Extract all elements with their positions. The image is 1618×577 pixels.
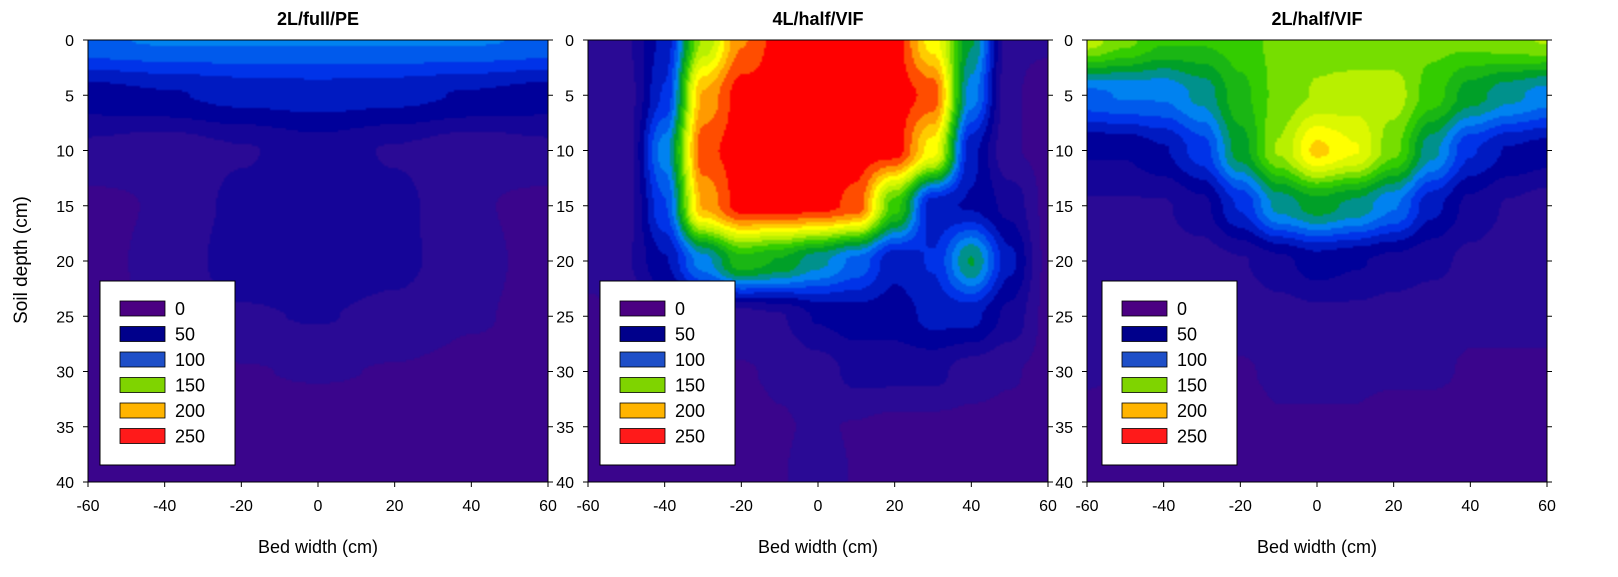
x-tick-label: -40 (653, 498, 676, 515)
x-tick-label: -20 (230, 498, 253, 515)
legend-label: 150 (175, 376, 205, 396)
panel-title: 2L/half/VIF (1271, 9, 1362, 29)
y-tick-label: 35 (1055, 420, 1073, 437)
y-tick-label: 25 (1055, 309, 1073, 326)
legend-label: 50 (1177, 325, 1197, 345)
legend-label: 0 (1177, 299, 1187, 319)
x-tick-label: 60 (1538, 498, 1556, 515)
y-tick-label: 15 (1055, 199, 1073, 216)
y-tick-label: 35 (556, 420, 574, 437)
y-tick-label: 30 (56, 365, 74, 382)
legend-label: 200 (1177, 401, 1207, 421)
y-tick-label: 40 (556, 475, 574, 492)
legend-label: 250 (1177, 427, 1207, 447)
y-tick-label: 20 (556, 254, 574, 271)
legend-label: 100 (675, 350, 705, 370)
panel-title: 4L/half/VIF (772, 9, 863, 29)
y-tick-label: 25 (556, 309, 574, 326)
legend-label: 200 (175, 401, 205, 421)
x-tick-label: 40 (462, 498, 480, 515)
legend-label: 50 (675, 325, 695, 345)
x-tick-label: 0 (814, 498, 823, 515)
legend-swatch (1122, 378, 1167, 393)
x-tick-label: -60 (576, 498, 599, 515)
y-tick-label: 20 (1055, 254, 1073, 271)
legend-label: 100 (1177, 350, 1207, 370)
x-tick-label: -20 (1229, 498, 1252, 515)
y-tick-label: 20 (56, 254, 74, 271)
legend-swatch (620, 429, 665, 444)
y-axis-label: Soil depth (cm) (11, 196, 32, 324)
legend-label: 0 (675, 299, 685, 319)
y-tick-label: 15 (556, 199, 574, 216)
x-tick-label: 20 (886, 498, 904, 515)
y-tick-label: 5 (565, 88, 574, 105)
y-tick-label: 40 (1055, 475, 1073, 492)
legend-swatch (120, 378, 165, 393)
x-tick-label: 0 (314, 498, 323, 515)
x-tick-label: -60 (76, 498, 99, 515)
legend-swatch (620, 378, 665, 393)
y-tick-label: 35 (56, 420, 74, 437)
y-tick-label: 10 (556, 144, 574, 161)
legend-swatch (620, 403, 665, 418)
legend-label: 250 (675, 427, 705, 447)
y-tick-label: 5 (1064, 88, 1073, 105)
legend-swatch (120, 403, 165, 418)
y-tick-label: 10 (1055, 144, 1073, 161)
legend: 0 50 100 150 200 250 (600, 281, 735, 465)
x-tick-label: 60 (1039, 498, 1057, 515)
y-tick-label: 5 (65, 88, 74, 105)
legend-label: 0 (175, 299, 185, 319)
x-tick-label: 0 (1313, 498, 1322, 515)
x-tick-label: -40 (1152, 498, 1175, 515)
legend-label: 200 (675, 401, 705, 421)
legend: 0 50 100 150 200 250 (100, 281, 235, 465)
legend-label: 150 (1177, 376, 1207, 396)
x-tick-label: -20 (730, 498, 753, 515)
y-tick-label: 30 (1055, 365, 1073, 382)
y-tick-label: 10 (56, 144, 74, 161)
panel-title: 2L/full/PE (277, 9, 359, 29)
x-tick-label: 60 (539, 498, 557, 515)
legend-label: 100 (175, 350, 205, 370)
x-axis-label: Bed width (cm) (758, 537, 878, 557)
y-tick-label: 30 (556, 365, 574, 382)
x-tick-label: -60 (1075, 498, 1098, 515)
legend-swatch (1122, 429, 1167, 444)
x-tick-label: -40 (153, 498, 176, 515)
legend-swatch (120, 352, 165, 367)
legend-swatch (120, 301, 165, 316)
x-axis-label: Bed width (cm) (1257, 537, 1377, 557)
y-tick-label: 15 (56, 199, 74, 216)
x-tick-label: 40 (962, 498, 980, 515)
legend-label: 150 (675, 376, 705, 396)
legend-swatch (1122, 301, 1167, 316)
legend: 0 50 100 150 200 250 (1102, 281, 1237, 465)
y-tick-label: 25 (56, 309, 74, 326)
y-tick-label: 0 (565, 33, 574, 50)
x-tick-label: 40 (1461, 498, 1479, 515)
legend-swatch (620, 301, 665, 316)
legend-swatch (1122, 352, 1167, 367)
y-tick-label: 0 (1064, 33, 1073, 50)
legend-label: 50 (175, 325, 195, 345)
y-tick-label: 0 (65, 33, 74, 50)
x-tick-label: 20 (386, 498, 404, 515)
legend-swatch (1122, 327, 1167, 342)
legend-swatch (1122, 403, 1167, 418)
x-axis-label: Bed width (cm) (258, 537, 378, 557)
legend-label: 250 (175, 427, 205, 447)
x-tick-label: 20 (1385, 498, 1403, 515)
y-tick-label: 40 (56, 475, 74, 492)
legend-swatch (120, 327, 165, 342)
legend-swatch (620, 352, 665, 367)
legend-swatch (120, 429, 165, 444)
legend-swatch (620, 327, 665, 342)
